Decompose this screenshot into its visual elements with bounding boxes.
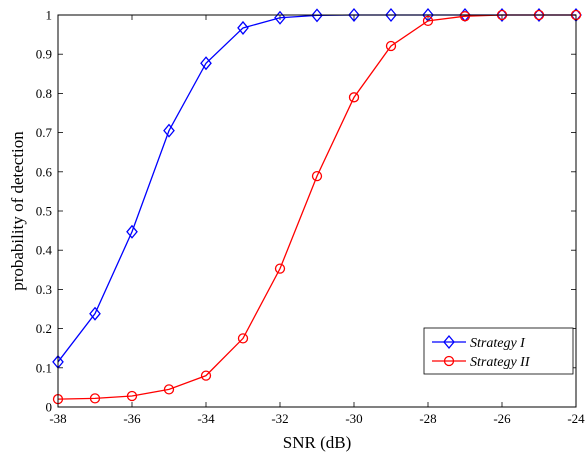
data-point-circle	[311, 170, 323, 182]
y-tick-label: 0.5	[36, 204, 52, 219]
data-point-circle	[348, 92, 360, 103]
y-tick-label: 0.4	[36, 243, 53, 258]
data-point-circle	[385, 40, 397, 52]
legend-marker-diamond	[443, 334, 455, 350]
legend-marker-circle	[443, 355, 455, 367]
y-tick-label: 0.7	[36, 125, 53, 140]
data-point-diamond	[385, 7, 397, 23]
data-point-diamond	[89, 306, 101, 321]
y-tick-label: 0.9	[36, 47, 52, 62]
data-point-diamond	[348, 7, 360, 23]
y-tick-label: 0.8	[36, 86, 52, 101]
data-point-diamond	[163, 123, 175, 138]
x-tick-label: -24	[567, 411, 585, 426]
legend-label-strategy-2: Strategy II	[470, 355, 531, 370]
y-tick-labels: 0 0.1 0.2 0.3 0.4 0.5 0.6 0.7 0.8 0.9 1	[36, 8, 53, 415]
x-tick-label: -26	[493, 411, 511, 426]
y-axis-label: probability of detection	[8, 131, 27, 291]
data-point-diamond	[237, 20, 249, 35]
data-point-diamond	[533, 7, 545, 23]
x-tick-label: -30	[345, 411, 362, 426]
data-point-circle	[89, 393, 101, 404]
data-point-circle	[126, 390, 138, 402]
x-tick-label: -28	[419, 411, 436, 426]
y-tick-label: 0.1	[36, 360, 52, 375]
x-tick-labels: -38 -36 -34 -32 -30 -28 -26 -24	[49, 411, 585, 426]
plot-frame	[57, 14, 577, 408]
data-point-circle	[237, 333, 249, 344]
data-point-diamond	[200, 56, 212, 71]
data-point-diamond	[496, 7, 508, 23]
legend-label-strategy-1: Strategy I	[470, 336, 526, 351]
y-tick-label: 0	[46, 400, 53, 415]
x-tick-label: -32	[271, 411, 288, 426]
x-tick-label: -38	[49, 411, 66, 426]
y-tick-label: 0.6	[36, 164, 53, 179]
data-point-diamond	[311, 8, 323, 23]
data-point-circle	[163, 384, 175, 395]
y-tick-label: 0.3	[36, 282, 52, 297]
y-tick-label: 0.2	[36, 321, 52, 336]
data-point-circle	[200, 370, 212, 381]
data-point-circle	[274, 263, 286, 274]
legend: Strategy I Strategy II	[423, 327, 574, 375]
data-point-diamond	[126, 224, 138, 239]
x-axis-label: SNR (dB)	[283, 433, 351, 452]
data-point-diamond	[274, 10, 286, 25]
data-point-circle	[459, 11, 471, 22]
x-tick-label: -34	[197, 411, 215, 426]
x-tick-label: -36	[123, 411, 141, 426]
data-point-circle	[422, 15, 434, 27]
y-tick-label: 1	[46, 8, 53, 23]
